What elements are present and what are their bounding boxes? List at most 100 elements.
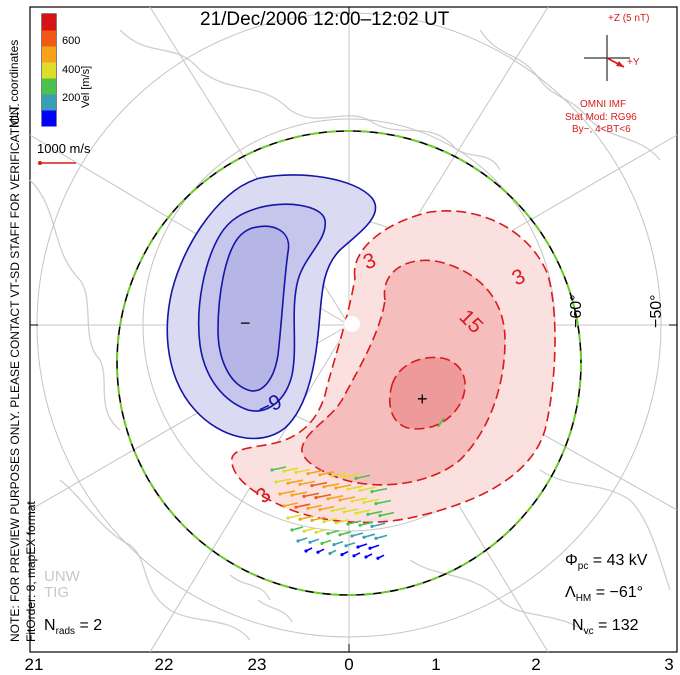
imf-z-label: +Z (5 nT) (608, 13, 650, 24)
velocity-vector-origin (270, 468, 274, 472)
velocity-vector-origin (298, 517, 302, 521)
colorbar-segment (42, 46, 56, 63)
preview-notice: NOTE: FOR PREVIEW PURPOSES ONLY. PLEASE … (8, 103, 22, 642)
nrads-symbol: N (44, 617, 56, 634)
velocity-vector-origin (354, 476, 358, 480)
mlt-tick-3: 3 (664, 655, 674, 674)
velocity-vector (311, 516, 326, 522)
velocity-vector-origin (304, 549, 308, 553)
velocity-vector (307, 469, 323, 475)
velocity-vector-origin (318, 473, 322, 477)
velocity-vector (287, 514, 302, 519)
velocity-vector-origin (282, 504, 286, 508)
ref-vector-label: 1000 m/s (37, 141, 91, 156)
velocity-vector-origin (314, 496, 318, 500)
velocity-vector-origin (274, 480, 278, 484)
velocity-vector-origin (322, 520, 326, 524)
velocity-vector-origin (320, 541, 324, 546)
velocity-vector-origin (306, 472, 310, 476)
velocity-vector (327, 529, 340, 535)
velocity-vector (375, 499, 392, 505)
velocity-vector-origin (330, 474, 334, 478)
colorbar-tick-600: 600 (62, 35, 81, 47)
colorbar-segment (42, 62, 56, 79)
velocity-vector-origin (332, 543, 336, 547)
velocity-vector (347, 485, 364, 490)
mlt-tick-2: 2 (531, 655, 541, 674)
velocity-vector-origin (282, 469, 286, 473)
velocity-vector-origin (338, 533, 342, 537)
colorbar-segment (42, 110, 56, 127)
imf-clock-dial (584, 35, 630, 81)
mlt-tick-0: 0 (344, 655, 354, 674)
heppner-maynard-boundary (116, 130, 582, 596)
pole-hole (344, 316, 360, 332)
phi-value: = 43 kV (588, 552, 648, 569)
velocity-vector (295, 503, 311, 508)
velocity-vector-origin (326, 532, 330, 536)
velocity-vector-origin (340, 553, 344, 557)
velocity-vector (275, 478, 292, 483)
velocity-vector (315, 493, 332, 499)
watermark-line2: TIG (44, 584, 69, 601)
velocity-vector (343, 473, 359, 478)
reference-vector (38, 161, 76, 165)
negative-cell (166, 174, 377, 440)
nrads-value: = 2 (75, 617, 103, 634)
velocity-vector (375, 534, 388, 540)
velocity-vector-origin (308, 540, 312, 544)
velocity-vector-origin (334, 521, 338, 525)
velocity-vector (335, 484, 352, 489)
velocity-vector (339, 531, 352, 536)
velocity-vector (343, 508, 359, 513)
nvc-symbol: N (572, 617, 584, 634)
velocity-vector-origin (326, 497, 330, 501)
positive-potential-marker: + (417, 389, 428, 409)
velocity-vector-origin (322, 485, 326, 489)
imf-y-label: +Y (627, 57, 640, 68)
velocity-vector-origin (350, 534, 354, 538)
velocity-vector-origin (296, 539, 300, 543)
velocity-vector-origin (346, 487, 350, 491)
velocity-vector (363, 533, 376, 538)
velocity-vector (303, 527, 316, 532)
lat-label-60: −60° (568, 294, 585, 328)
velocity-vector-origin (316, 550, 320, 554)
velocity-vectors (270, 417, 445, 560)
map-title: 21/Dec/2006 12:00–12:02 UT (200, 9, 450, 30)
colorbar-tick-400: 400 (62, 64, 81, 76)
velocity-vector-origin (330, 509, 334, 513)
velocity-vector-origin (286, 516, 290, 520)
mlt-tick-21: 21 (24, 655, 44, 674)
lambda-symbol: Λ (565, 584, 576, 601)
velocity-vector-origin (302, 494, 306, 498)
velocity-vector (323, 483, 340, 488)
negative-contour-3 (217, 225, 290, 392)
velocity-vector-origin (362, 535, 366, 539)
velocity-vector-origin (374, 502, 378, 506)
velocity-vector (379, 511, 395, 517)
velocity-vector (315, 528, 328, 534)
stat-model: Stat Mod: RG96 (565, 112, 637, 123)
velocity-vector-origin (378, 514, 382, 518)
velocity-vector-origin (344, 544, 348, 548)
velocity-vector (359, 486, 376, 492)
velocity-vector-origin (342, 510, 346, 514)
stat-model-bins: By−, 4<BT<6 (572, 124, 631, 135)
lat-label-50: −50° (648, 294, 665, 328)
velocity-vector-origin (374, 536, 378, 541)
velocity-vector-origin (350, 499, 354, 503)
velocity-vector-origin (368, 546, 372, 550)
velocity-vector (331, 507, 347, 512)
velocity-vector-origin (358, 488, 362, 492)
velocity-vector (279, 490, 296, 495)
velocity-vector (327, 495, 344, 500)
velocity-vector-origin (346, 522, 350, 526)
velocity-vector (319, 505, 335, 511)
positive-cell (231, 210, 556, 524)
fit-order-note: FitOrder: 8, mapEX format (24, 501, 38, 642)
colorbar-label: Vel [m/s] (80, 65, 92, 108)
velocity-vector (367, 510, 383, 516)
velocity-vector-origin (290, 528, 294, 532)
lambda-value: = −61° (591, 584, 644, 601)
